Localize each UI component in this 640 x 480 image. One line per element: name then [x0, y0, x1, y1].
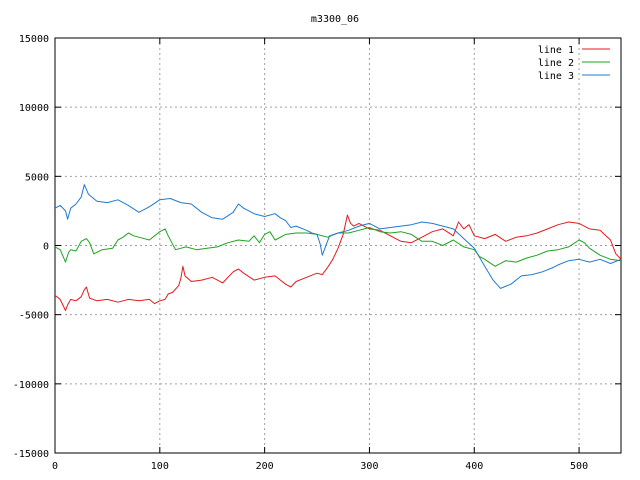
y-tick-label: 5000: [25, 172, 49, 183]
legend: line 1 line 2 line 3: [538, 45, 610, 82]
series-line-2: [54, 227, 622, 267]
x-tick-label: 200: [256, 461, 274, 472]
y-tick-label: -10000: [13, 380, 49, 391]
y-tick-label: 15000: [19, 34, 49, 45]
series-line-3: [54, 184, 622, 289]
y-tick-label: 0: [43, 242, 49, 253]
x-tick-label: 500: [570, 461, 588, 472]
series-line-1: [54, 214, 622, 311]
axis-ticks: 0 100 200 300 400 500 -15000 -10000 -5000 0 5000 10…: [13, 34, 621, 472]
y-tick-label: -15000: [13, 449, 49, 460]
chart-title: m3300_06: [311, 14, 359, 25]
legend-label-1: line 1: [538, 45, 574, 56]
grid: [55, 38, 621, 453]
x-tick-label: 0: [52, 461, 58, 472]
x-tick-label: 300: [360, 461, 378, 472]
x-tick-label: 100: [151, 461, 169, 472]
series: [54, 184, 622, 311]
y-tick-label: 10000: [19, 103, 49, 114]
legend-label-3: line 3: [538, 71, 574, 82]
x-tick-label: 400: [465, 461, 483, 472]
y-tick-label: -5000: [19, 311, 49, 322]
legend-label-2: line 2: [538, 58, 574, 69]
